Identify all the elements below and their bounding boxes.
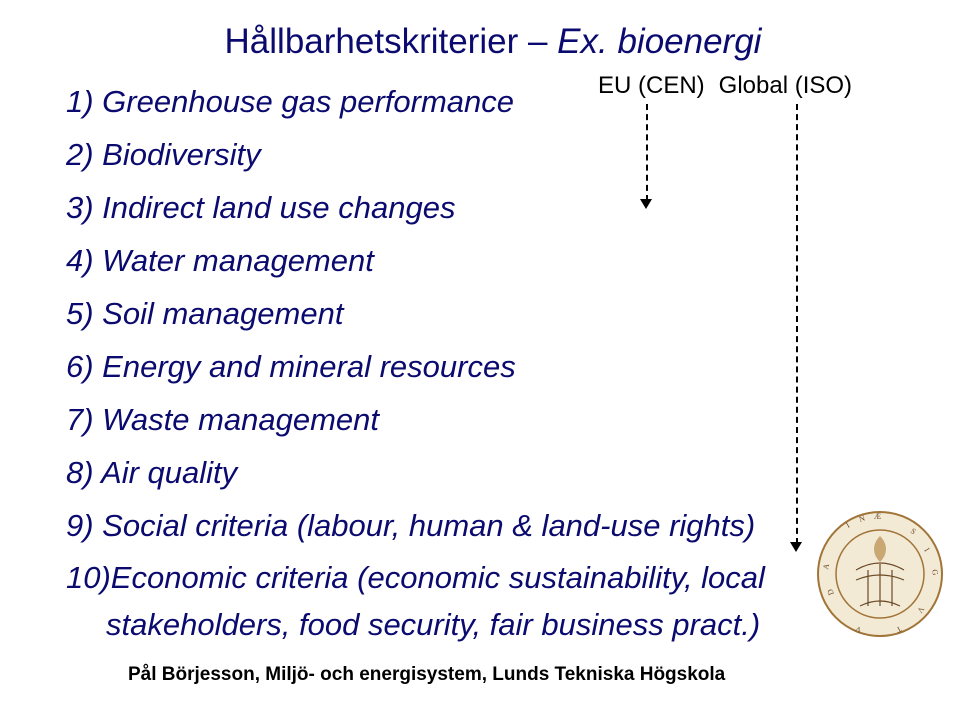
slide-title: Hållbarhetskriterier – Ex. bioenergi [66,22,920,62]
list-item: 6) Energy and mineral resources [66,345,920,390]
criteria-list: 1) Greenhouse gas performance 2) Biodive… [66,80,920,648]
title-part1: Hållbarhetskriterier – [225,22,558,61]
seal-icon: I N Æ S I G A D V T V [816,510,944,638]
footer-text: Pål Börjesson, Miljö- och energisystem, … [128,664,725,686]
list-item: 2) Biodiversity [66,133,920,178]
label-eu: EU (CEN) [598,72,705,100]
list-item: 8) Air quality [66,451,920,496]
arrow-global-head [790,542,802,552]
svg-text:Æ: Æ [874,512,881,521]
arrow-global [796,104,798,544]
slide-document: Hållbarhetskriterier – Ex. bioenergi 1) … [0,0,960,716]
arrow-eu-head [640,199,652,209]
list-item: 7) Waste management [66,398,920,443]
label-global: Global (ISO) [719,72,852,100]
list-item: 5) Soil management [66,292,920,337]
list-item: 3) Indirect land use changes [66,186,920,231]
university-seal: I N Æ S I G A D V T V [816,510,944,638]
list-item: 4) Water management [66,239,920,284]
arrow-eu [646,104,648,201]
scope-labels: EU (CEN) Global (ISO) [598,72,852,100]
list-item-continuation: stakeholders, food security, fair busine… [66,603,920,648]
title-part2: Ex. bioenergi [557,22,761,61]
list-item: 10)Economic criteria (economic sustainab… [66,556,920,601]
